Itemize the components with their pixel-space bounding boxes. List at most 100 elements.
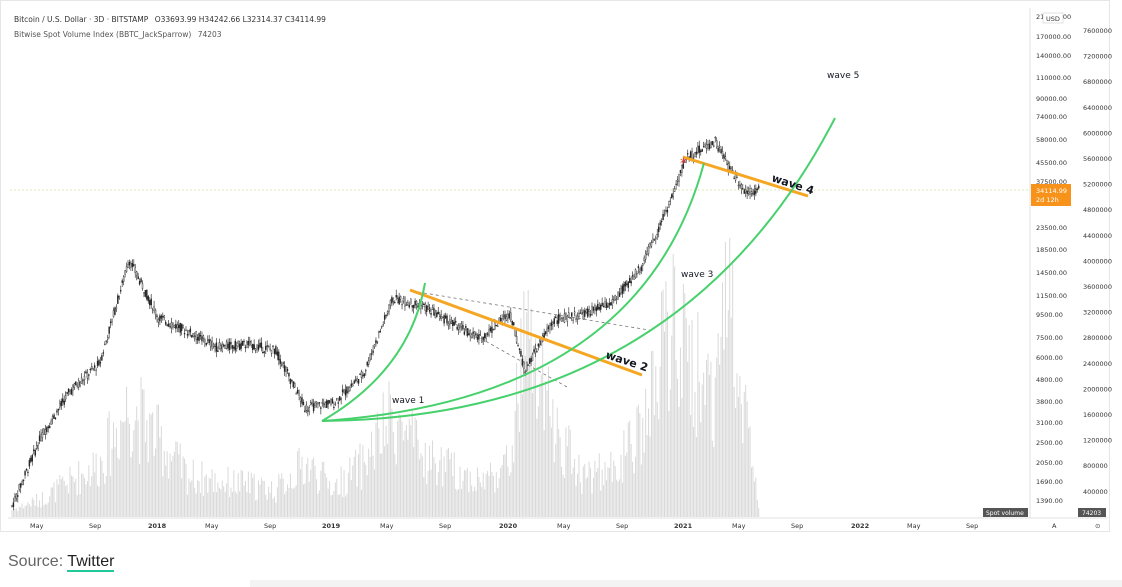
volume-bar <box>34 505 36 517</box>
volume-bar <box>324 473 326 517</box>
candle-body <box>713 145 715 147</box>
auto-scale-button[interactable]: A <box>1052 522 1057 530</box>
log-scale-button[interactable]: ⊙ <box>1095 522 1100 530</box>
candle-body <box>495 324 497 327</box>
volume-bar <box>191 480 193 517</box>
time-axis[interactable]: May Sep 2018 May Sep 2019 May Sep 2020 May Sep 2021… <box>30 522 978 530</box>
candle-body <box>578 312 580 317</box>
volume-bar <box>381 453 383 517</box>
candle-body <box>742 188 744 190</box>
volume-bar <box>65 486 67 517</box>
chart-frame <box>0 0 1110 532</box>
volume-bar <box>347 472 349 517</box>
volume-bar <box>662 289 664 517</box>
candle-body <box>311 401 313 405</box>
volume-bar <box>165 465 167 517</box>
price-axis[interactable]: 210000.00170000.00140000.00110000.009000… <box>1036 13 1071 505</box>
indicator-value: 74203 <box>197 30 222 39</box>
candle-body <box>510 312 512 321</box>
candle-body <box>711 140 714 145</box>
volume-bar <box>111 448 113 517</box>
volume-bar <box>624 455 626 517</box>
candle-body <box>369 353 371 360</box>
volume-bar <box>630 443 632 517</box>
volume-axis[interactable]: 7600000 7200000 6800000 6400000 6000000 56000… <box>1083 27 1112 496</box>
candle-body <box>604 301 606 308</box>
candle-body <box>44 429 47 435</box>
volume-bar <box>210 478 212 517</box>
candle-body <box>456 326 458 330</box>
volume-bar <box>571 473 573 517</box>
candle-body <box>652 238 654 243</box>
volume-bar <box>287 484 288 517</box>
volume-bar <box>142 389 143 517</box>
candle-body <box>315 401 318 404</box>
candle-body <box>253 344 255 350</box>
volume-bar <box>375 422 377 517</box>
candle-body <box>729 165 731 169</box>
twitter-link[interactable]: Twitter <box>67 553 115 572</box>
volume-bar <box>601 469 603 517</box>
volume-tick-label: 3200000 <box>1083 309 1112 317</box>
volume-bar <box>682 284 684 517</box>
candle-body <box>125 266 128 272</box>
candle-body <box>180 323 183 331</box>
volume-bar <box>733 386 735 517</box>
candle-body <box>28 460 31 467</box>
volume-bar <box>92 452 94 517</box>
volume-bar <box>505 445 507 517</box>
candle-body <box>488 329 490 336</box>
price-tick-label: 4800.00 <box>1036 376 1063 384</box>
spot-volume-value-badge <box>1078 508 1106 517</box>
candle-body <box>378 331 380 333</box>
candle-body <box>11 505 13 507</box>
volume-bar <box>678 406 680 517</box>
candle-body <box>346 386 348 394</box>
volume-bar <box>476 467 478 517</box>
volume-bar <box>337 494 339 517</box>
volume-bar <box>318 490 320 517</box>
volume-bar <box>291 488 293 517</box>
candle-body <box>575 318 577 320</box>
candle-body <box>412 304 415 309</box>
candle-body <box>208 339 210 344</box>
volume-bar <box>359 443 361 517</box>
candle-body <box>202 335 205 339</box>
candle-body <box>613 299 615 302</box>
volume-bar <box>704 405 706 517</box>
candle-body <box>321 402 323 404</box>
time-tick-label: 2021 <box>674 522 693 530</box>
volume-bar <box>285 491 287 517</box>
candle-body <box>623 284 625 292</box>
volume-bar <box>526 312 528 517</box>
volume-bar <box>320 470 322 517</box>
candle-body <box>354 379 357 381</box>
spot-volume-badge <box>983 508 1028 517</box>
volume-bar <box>413 447 415 517</box>
candle-body <box>43 428 45 435</box>
symbol-line: Bitcoin / U.S. Dollar · 3D · BITSTAMP <box>14 15 149 24</box>
candle-body <box>375 340 377 344</box>
time-tick-label: May <box>907 522 921 530</box>
candle-body <box>746 190 748 195</box>
candle-body <box>140 278 142 283</box>
candle-body <box>726 160 728 165</box>
currency-tag[interactable] <box>1042 12 1064 24</box>
candle-body <box>296 389 299 394</box>
volume-bar <box>146 420 148 517</box>
volume-bar <box>755 477 757 517</box>
candle-body <box>710 142 712 149</box>
curve-wave5 <box>321 117 836 422</box>
volume-bar <box>640 464 642 517</box>
volume-bar <box>259 484 261 517</box>
candle-body <box>475 333 477 335</box>
volume-bar <box>366 475 368 517</box>
volume-bar <box>229 497 230 517</box>
label-wave4: wave 4 <box>770 171 816 197</box>
time-tick-label: 2018 <box>148 522 167 530</box>
candle-body <box>54 417 57 420</box>
volume-bar <box>720 336 722 517</box>
candle-body <box>752 193 754 195</box>
candle-body <box>392 297 395 302</box>
